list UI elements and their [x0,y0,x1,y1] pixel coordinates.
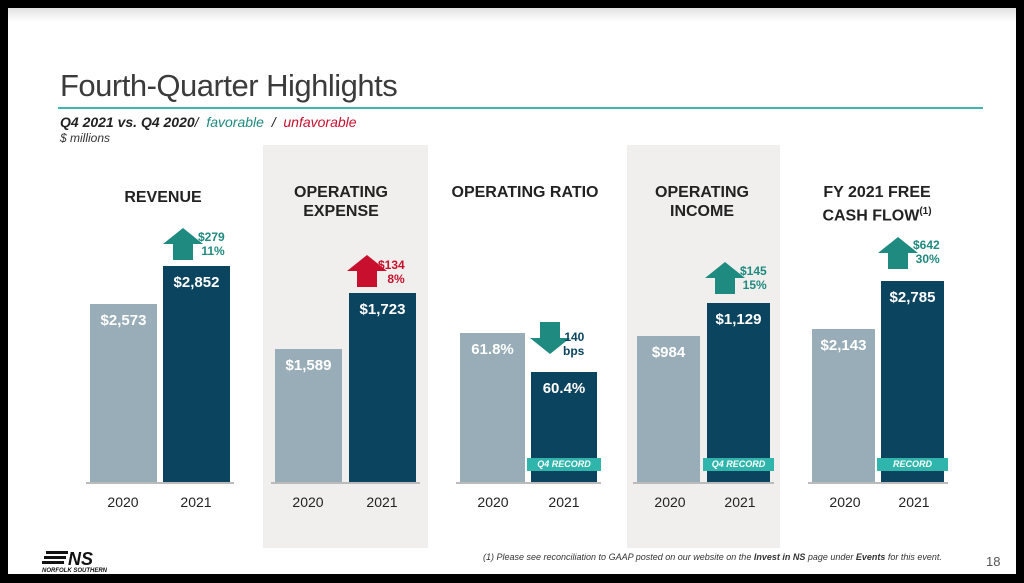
bar-value: $2,852 [173,274,220,291]
panel-title: OPERATING RATIO [450,183,600,202]
year-label: 2021 [548,494,580,510]
change-label: $279 11% [198,230,225,258]
footnote-text: page under [805,552,856,562]
bar-2020: $2,143 [812,329,875,482]
year-label: 2020 [477,494,509,510]
year-label: 2020 [107,494,139,510]
svg-text:NS: NS [68,549,93,569]
panel-title: OPERATING INCOME [627,183,777,221]
arrow-up-icon [347,255,387,292]
bar-value: $2,143 [820,337,867,354]
footnote-text: (1) Please see reconciliation to GAAP po… [483,552,754,562]
panel-title: OPERATING EXPENSE [266,183,416,221]
bar-value: 61.8% [471,341,514,358]
bar-2021: $2,785 [881,281,944,482]
units-label: $ millions [60,131,111,145]
change-label: 140 bps [563,330,584,358]
bar-2020: $2,573 [90,304,157,482]
year-label: 2020 [829,494,861,510]
unfavorable-legend: unfavorable [283,114,357,130]
change-label: $642 30% [913,238,940,266]
slide: Fourth-Quarter Highlights Q4 2021 vs. Q4… [8,8,1016,574]
change-label: $145 15% [740,264,767,292]
baseline [86,482,234,484]
year-label: 2020 [654,494,686,510]
bar-2020: 61.8% [460,333,525,482]
year-label: 2021 [180,494,212,510]
change-percent: 15% [742,278,767,292]
baseline [456,482,601,484]
change-amount: 140 [564,330,585,344]
arrow-up-icon [878,237,918,274]
bar-2021: $1,129 [707,303,770,482]
panel-title: FY 2021 FREE CASH FLOW(1) [802,183,952,225]
year-label: 2021 [366,494,398,510]
change-amount: $134 [378,258,405,272]
svg-text:NORFOLK SOUTHERN: NORFOLK SOUTHERN [42,568,108,574]
year-label: 2021 [898,494,930,510]
favorable-legend: favorable [206,114,264,130]
year-label: 2021 [724,494,756,510]
change-percent: 11% [201,244,225,258]
change-percent: bps [563,344,585,358]
baseline [633,482,774,484]
events-text: Events [855,552,886,562]
baseline [271,482,420,484]
panel-title-text: OPERATING EXPENSE [294,184,388,220]
arrow-up-icon [163,228,203,265]
footnote: (1) Please see reconciliation to GAAP po… [483,552,942,562]
subtitle: Q4 2021 vs. Q4 2020/ favorable / unfavor… [60,114,357,130]
change-amount: $642 [913,238,940,252]
panel-title: REVENUE [88,188,238,207]
page-number: 18 [986,554,1001,569]
record-badge: Q4 RECORD [527,458,601,471]
page-title: Fourth-Quarter Highlights [60,68,398,103]
footnote-mark: (1) [919,206,932,217]
arrow-down-icon [530,322,570,359]
change-percent: 8% [387,272,405,286]
bar-2020: $984 [637,336,700,482]
bar-value: $1,129 [715,311,762,328]
slash: / [194,114,199,130]
change-amount: $279 [198,230,225,244]
norfolk-southern-logo: NS NORFOLK SOUTHERN [42,548,132,574]
bar-2021: $1,723 [349,293,416,482]
bar-2021: $2,852 [163,266,230,482]
invest-in-ns-text: Invest in NS [753,552,806,562]
bar-2020: $1,589 [275,349,342,482]
slash: / [271,114,276,130]
change-percent: 30% [915,252,940,266]
change-label: $134 8% [378,258,405,286]
panel-title-text: FY 2021 FREE CASH FLOW [822,184,931,225]
year-label: 2020 [292,494,324,510]
panel-title-text: OPERATING RATIO [451,184,599,201]
panel-title-text: OPERATING INCOME [655,184,749,220]
bar-value: $984 [651,344,686,361]
record-badge: Q4 RECORD [703,458,774,471]
bar-value: $1,589 [285,357,332,374]
title-rule [58,107,983,109]
bar-value: $1,723 [359,301,406,318]
panel-title-text: REVENUE [124,189,202,206]
footnote-text: for this event. [885,552,942,562]
comparison: Q4 2021 vs. Q4 2020 [60,114,195,130]
change-amount: $145 [740,264,767,278]
bar-value: $2,785 [889,289,936,306]
arrow-up-icon [705,262,745,299]
bar-value: 60.4% [542,380,586,397]
baseline [808,482,948,484]
record-badge: RECORD [877,458,948,471]
bar-value: $2,573 [100,312,147,329]
